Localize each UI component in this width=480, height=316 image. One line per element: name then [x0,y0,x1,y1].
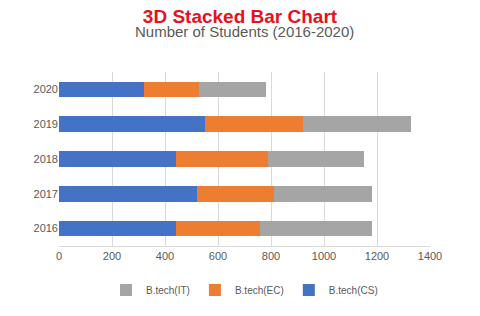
svg-text:B.tech(EC): B.tech(EC) [235,285,284,296]
svg-text:2018: 2018 [34,153,58,165]
svg-text:B.tech(IT): B.tech(IT) [146,285,190,296]
svg-text:3D Stacked Bar Chart: 3D Stacked Bar Chart [143,6,338,27]
svg-text:1200: 1200 [365,250,389,262]
svg-text:200: 200 [103,250,121,262]
svg-text:800: 800 [262,250,280,262]
svg-text:2019: 2019 [34,118,58,130]
svg-text:0: 0 [56,250,62,262]
svg-text:600: 600 [209,250,227,262]
svg-text:2020: 2020 [34,83,58,95]
svg-text:400: 400 [156,250,174,262]
svg-text:1400: 1400 [418,250,442,262]
svg-text:2017: 2017 [34,188,58,200]
svg-text:1000: 1000 [312,250,336,262]
svg-text:2016: 2016 [34,222,58,234]
svg-text:Number of Students (2016-2020): Number of Students (2016-2020) [135,23,354,40]
svg-text:B.tech(CS): B.tech(CS) [329,285,378,296]
